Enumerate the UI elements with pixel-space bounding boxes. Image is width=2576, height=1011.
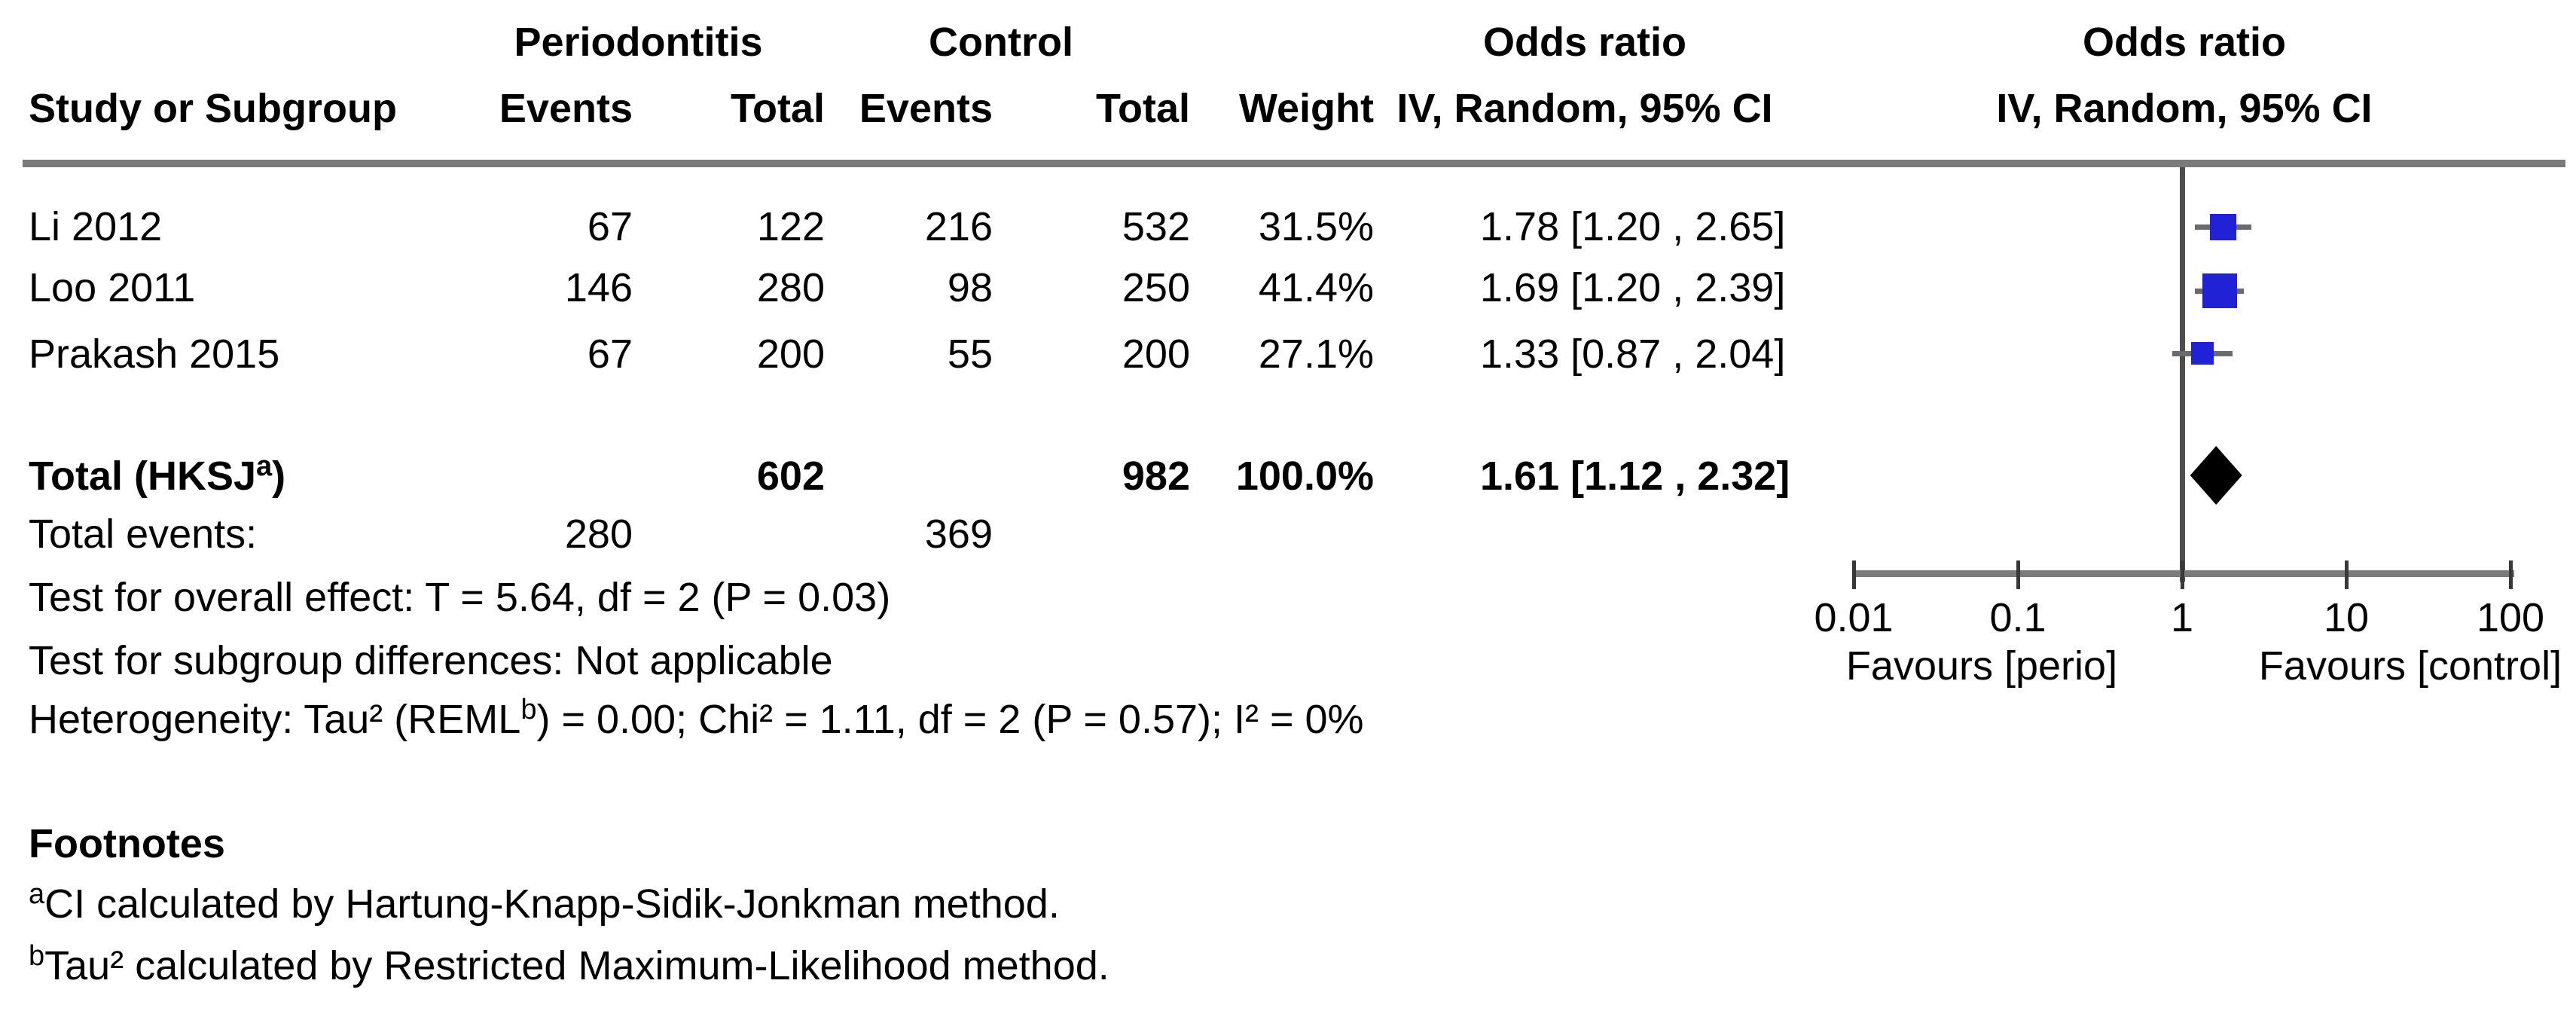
footnote-marker-a: a: [29, 878, 45, 910]
axis-tick-label: 0.1: [1989, 595, 2046, 640]
subgroup-differences-line: Test for subgroup differences: Not appli…: [29, 638, 833, 683]
col-header-weight: Weight: [1239, 86, 1374, 131]
axis-tick-label: 100: [2476, 595, 2545, 640]
control-total: 532: [1122, 204, 1190, 249]
control-events: 98: [947, 265, 993, 310]
perio-total: 200: [756, 331, 825, 377]
total-weight: 100.0%: [1235, 454, 1374, 499]
overall-effect-test-line: Test for overall effect: T = 5.64, df = …: [29, 575, 891, 620]
or-ci-value: 1.78 [1.20 , 2.65]: [1480, 204, 1786, 249]
or-marker: [2190, 342, 2214, 365]
axis-tick-label: 10: [2323, 595, 2370, 640]
axis-tick: [2344, 560, 2349, 589]
header-rule: [23, 160, 2565, 167]
col-header-iv-random-ci-plot: IV, Random, 95% CI: [1996, 86, 2373, 131]
x-axis-line: [1854, 570, 2514, 577]
favours-right-label: Favours [control]: [2258, 643, 2562, 689]
axis-tick: [2016, 560, 2020, 589]
footnote-marker-a: a: [256, 451, 273, 482]
control-events: 216: [924, 204, 993, 249]
axis-tick-label: 1: [2170, 595, 2194, 640]
group-header-periodontitis: Periodontitis: [514, 20, 763, 65]
total-perio-total: 602: [756, 454, 825, 499]
weight: 41.4%: [1258, 265, 1374, 310]
total-control-total: 982: [1122, 454, 1190, 499]
control-events: 55: [947, 331, 993, 377]
null-effect-line: [2180, 167, 2185, 582]
perio-total: 122: [756, 204, 825, 249]
total-events-label: Total events:: [29, 512, 258, 557]
total-events-control: 369: [924, 512, 993, 557]
study-name: Li 2012: [29, 204, 163, 249]
col-header-perio-total: Total: [731, 86, 825, 131]
perio-events: 67: [587, 204, 633, 249]
group-header-odds-ratio-plot: Odds ratio: [2082, 20, 2287, 65]
or-ci-value: 1.69 [1.20 , 2.39]: [1480, 265, 1786, 310]
footnote-b: bTau² calculated by Restricted Maximum-L…: [29, 940, 1109, 988]
footnotes-title: Footnotes: [29, 821, 225, 866]
col-header-control-total: Total: [1096, 86, 1190, 131]
heterogeneity-line: Heterogeneity: Tau² (REMLb) = 0.00; Chi²…: [29, 694, 1364, 742]
col-header-perio-events: Events: [499, 86, 633, 131]
total-or-ci-value: 1.61 [1.12 , 2.32]: [1480, 454, 1790, 499]
or-ci-value: 1.33 [0.87 , 2.04]: [1480, 331, 1786, 377]
control-total: 200: [1122, 331, 1190, 377]
favours-left-label: Favours [perio]: [1845, 643, 2118, 689]
or-marker: [2202, 273, 2237, 308]
study-name: Loo 2011: [29, 265, 196, 310]
weight: 31.5%: [1258, 204, 1374, 249]
weight: 27.1%: [1258, 331, 1374, 377]
axis-tick: [2508, 560, 2513, 589]
axis-tick: [2180, 560, 2184, 589]
summary-diamond: [2190, 446, 2242, 505]
col-header-study: Study or Subgroup: [29, 86, 397, 131]
perio-total: 280: [756, 265, 825, 310]
perio-events: 67: [587, 331, 633, 377]
or-marker: [2210, 213, 2237, 240]
axis-tick-label: 0.01: [1814, 595, 1894, 640]
footnote-marker-b: b: [520, 694, 537, 725]
footnote-a: aCI calculated by Hartung-Knapp-Sidik-Jo…: [29, 878, 1060, 927]
col-header-control-events: Events: [859, 86, 993, 131]
total-label: Total (HKSJa): [29, 451, 286, 499]
group-header-control: Control: [929, 20, 1073, 65]
axis-tick: [1851, 560, 1856, 589]
study-name: Prakash 2015: [29, 331, 280, 377]
control-total: 250: [1122, 265, 1190, 310]
total-events-perio: 280: [564, 512, 633, 557]
col-header-iv-random-ci-text: IV, Random, 95% CI: [1396, 86, 1773, 131]
group-header-odds-ratio-text: Odds ratio: [1482, 20, 1687, 65]
perio-events: 146: [564, 265, 633, 310]
footnote-marker-b: b: [29, 940, 45, 972]
